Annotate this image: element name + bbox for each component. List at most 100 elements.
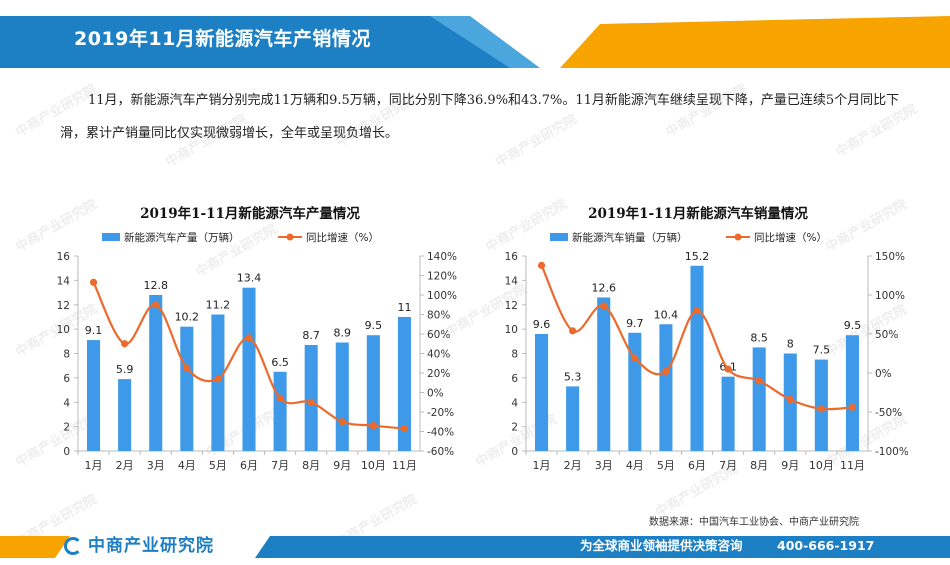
sales-y-left-tick-label: 10: [505, 324, 518, 336]
sales-x-tick-label: 1月: [533, 459, 551, 472]
production-y-left-tick-label: 4: [63, 397, 70, 409]
production-growth-point: [369, 422, 377, 430]
sales-legend-line-label: 同比增速（%）: [754, 231, 827, 244]
production-legend-line-label: 同比增速（%）: [306, 231, 379, 244]
production-y-right-tick-label: 120%: [427, 271, 457, 283]
production-bar: [180, 326, 194, 451]
footer-slogan: 为全球商业领袖提供决策咨询: [580, 538, 743, 553]
production-growth-point: [121, 340, 129, 348]
production-chart: 2019年1-11月新能源汽车产量情况 新能源汽车产量（万辆） 同比增速（%） 0 2…: [40, 196, 460, 486]
sales-chart: 2019年1-11月新能源汽车销量情况 新能源汽车销量（万辆） 同比增速（%） 0 2…: [488, 196, 909, 486]
production-y-right-tick-label: 140%: [427, 251, 457, 263]
production-x-tick-label: 2月: [116, 459, 134, 472]
production-bar: [397, 316, 411, 451]
production-y-right-tick-label: 60%: [427, 329, 450, 341]
production-y-left-tick-label: 12: [57, 300, 70, 312]
production-legend-bar-label: 新能源汽车产量（万辆）: [124, 231, 240, 244]
sales-bar-value-label: 9.6: [533, 318, 551, 331]
production-bar-value-label: 12.8: [143, 279, 168, 292]
production-bar: [366, 335, 380, 451]
production-growth-point: [183, 364, 191, 372]
production-bar: [118, 379, 132, 451]
sales-y-left-tick-label: 0: [511, 446, 518, 458]
production-bar: [242, 287, 256, 451]
production-x-tick-label: 8月: [302, 459, 320, 472]
sales-x-tick-label: 2月: [564, 459, 582, 472]
sales-x-tick-label: 8月: [750, 459, 768, 472]
sales-y-right-tick-label: -100%: [875, 446, 908, 458]
sales-legend-bar-swatch: [550, 233, 568, 241]
production-bar: [87, 340, 101, 451]
sales-y-left-tick-label: 6: [511, 373, 518, 385]
production-x-tick-label: 10月: [361, 459, 386, 472]
data-source: 数据来源：中国汽车工业协会、中商产业研究院: [649, 517, 859, 528]
sales-y-right-tick-label: 150%: [875, 251, 905, 263]
sales-growth-point: [693, 307, 701, 315]
sales-legend-bar-label: 新能源汽车销量（万辆）: [572, 231, 688, 244]
sales-bar: [721, 376, 735, 451]
footer-banner: [0, 536, 950, 558]
production-chart-title: 2019年1-11月新能源汽车产量情况: [140, 206, 360, 222]
sales-bar-value-label: 10.4: [654, 308, 679, 321]
production-bar-value-label: 5.9: [116, 363, 133, 376]
sales-y-right-tick-label: -50%: [875, 407, 902, 419]
sales-bar-value-label: 15.2: [685, 250, 710, 263]
sales-bar-value-label: 7.5: [813, 344, 831, 357]
production-y-right-tick-label: 0%: [427, 388, 444, 400]
production-bar: [335, 342, 349, 451]
sales-y-left-tick-label: 16: [505, 251, 519, 263]
sales-x-tick-label: 9月: [781, 459, 799, 472]
production-y-left-tick-label: 16: [57, 251, 71, 263]
sales-x-tick-label: 3月: [595, 459, 613, 472]
sales-x-tick-label: 11月: [840, 459, 865, 472]
production-y-left-tick-label: 0: [63, 446, 70, 458]
sales-legend-line-marker: [734, 233, 742, 241]
production-bar: [149, 295, 163, 451]
production-growth-point: [338, 418, 346, 426]
production-bar-value-label: 11: [397, 301, 411, 314]
sales-growth-point: [631, 354, 639, 362]
sales-y-left-tick-label: 14: [505, 275, 519, 287]
production-y-left-tick-label: 2: [63, 422, 70, 434]
sales-growth-point: [817, 405, 825, 413]
sales-y-left-tick-label: 2: [511, 422, 518, 434]
production-bar-value-label: 8.9: [334, 327, 352, 340]
sales-bar: [535, 334, 549, 451]
production-x-tick-label: 3月: [147, 459, 165, 472]
sales-y-right-tick-label: 50%: [875, 329, 898, 341]
production-growth-point: [214, 375, 222, 383]
sales-growth-point: [662, 367, 670, 376]
production-y-left-tick-label: 14: [57, 275, 71, 287]
sales-bar: [659, 324, 673, 451]
production-y-right-tick-label: -40%: [427, 427, 454, 439]
sales-x-tick-label: 5月: [657, 459, 675, 472]
sales-growth-point: [848, 403, 857, 411]
production-growth-point: [152, 301, 160, 309]
sales-growth-point: [537, 261, 546, 269]
production-growth-point: [400, 424, 409, 433]
production-x-tick-label: 11月: [392, 459, 417, 472]
sales-chart-svg: 新能源汽车销量（万辆） 同比增速（%） 0 2 4 6 8 10 12 14 16 -100% -50%…: [505, 231, 909, 472]
production-x-tick-label: 9月: [333, 459, 351, 472]
production-bar-value-label: 9.1: [85, 324, 103, 337]
sales-growth-point: [786, 395, 794, 404]
production-x-tick-label: 4月: [178, 459, 196, 472]
production-y-right-tick-label: -60%: [427, 446, 454, 458]
sales-growth-point: [569, 327, 577, 335]
production-growth-point: [307, 398, 315, 406]
production-bar-value-label: 10.2: [175, 311, 200, 324]
sales-y-right-tick-label: 0%: [875, 368, 892, 380]
sales-x-tick-label: 4月: [626, 459, 644, 472]
sales-bar-value-label: 8: [787, 338, 794, 351]
sales-bar: [845, 335, 859, 451]
production-y-right-tick-label: 20%: [427, 368, 450, 380]
production-y-left-tick-label: 10: [57, 324, 70, 336]
sales-bar-value-label: 8.5: [750, 331, 768, 344]
sales-bar: [752, 347, 766, 451]
production-bar-value-label: 11.2: [206, 299, 231, 312]
sales-bar-value-label: 5.3: [564, 370, 582, 383]
sales-bar-value-label: 12.6: [591, 281, 616, 294]
footer-brand: 中商产业研究院: [88, 536, 214, 556]
production-chart-svg: 新能源汽车产量（万辆） 同比增速（%） 0 2 4 6 8 10 12 14 16 -60% -40% -…: [57, 231, 457, 472]
production-bar-value-label: 6.5: [271, 356, 289, 369]
